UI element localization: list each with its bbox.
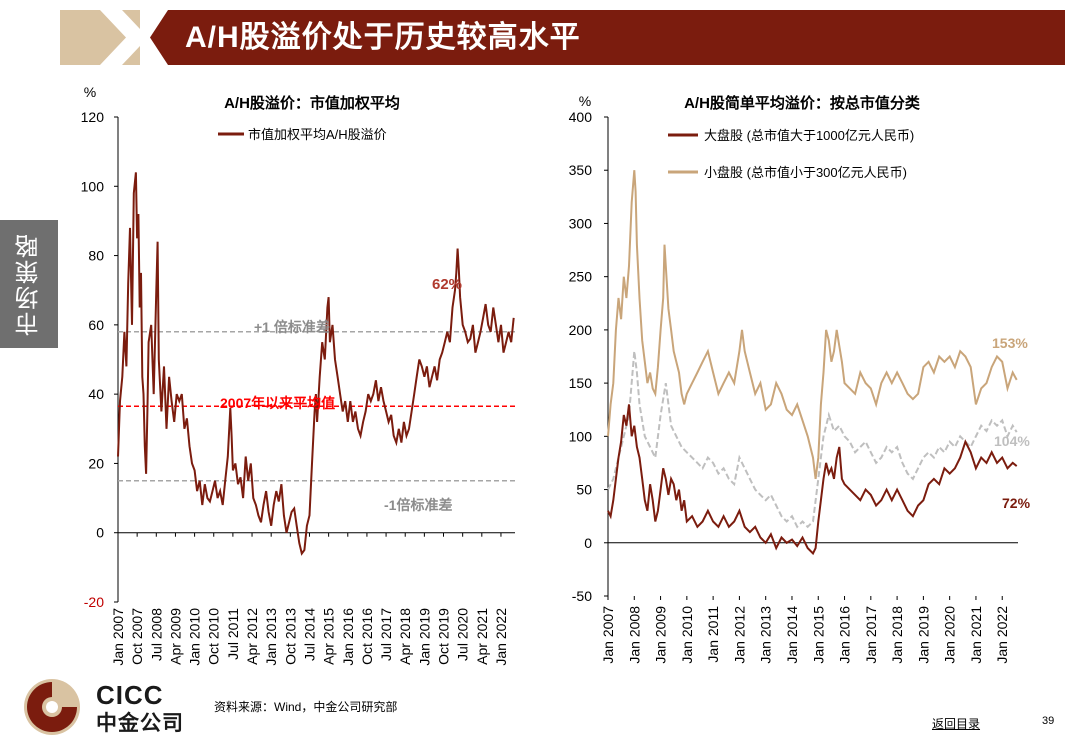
left-x-tick-label: Apr 2012 (244, 608, 260, 665)
right-x-tick-label: Jan 2013 (758, 606, 774, 664)
right-y-tick-label: 350 (569, 162, 593, 178)
left-x-tick-label: Jul 2014 (301, 608, 317, 661)
left-x-tick-label: Jul 2008 (148, 608, 164, 661)
left-legend-label: 市值加权平均A/H股溢价 (248, 127, 387, 142)
right-x-tick-label: Jan 2007 (600, 606, 616, 664)
sidebar-tab[interactable]: 市场策略 (0, 220, 58, 348)
right-legend-label-large: 大盘股 (总市值大于1000亿元人民币) (704, 128, 914, 143)
right-y-ticks: -50 0 50 100 150 200 250 300 350 400 (569, 109, 1018, 604)
left-x-tick-label: Oct 2010 (206, 608, 222, 665)
right-x-tick-label: Jan 2019 (915, 606, 931, 664)
right-x-tick-label: Jan 2009 (653, 606, 669, 664)
left-x-tick-label: Apr 2018 (397, 608, 413, 665)
back-to-contents-link[interactable]: 返回目录 (932, 717, 981, 731)
right-legend-label-small: 小盘股 (总市值小于300亿元人民币) (704, 165, 907, 180)
left-x-tick-label: Jan 2022 (493, 608, 509, 666)
right-x-tick-label: Jan 2014 (784, 606, 800, 664)
right-y-tick-label: 0 (584, 535, 592, 551)
right-x-tick-label: Jan 2020 (942, 606, 958, 664)
left-x-tick-label: Jul 2011 (225, 608, 241, 660)
page-number: 39 (1042, 715, 1055, 727)
right-y-tick-label: -50 (572, 588, 592, 604)
right-chart-ylabel: % (579, 93, 591, 109)
logo-text: CICC (96, 680, 164, 710)
right-y-tick-label: 50 (576, 482, 592, 498)
left-y-tick-label: 20 (88, 455, 104, 471)
left-ref-label-minus1: -1倍标准差 (384, 497, 452, 513)
left-x-tick-label: Oct 2016 (359, 608, 375, 665)
left-reference-lines (118, 331, 515, 482)
right-y-tick-label: 250 (569, 269, 593, 285)
left-x-tick-label: Oct 2013 (282, 608, 298, 665)
left-x-ticks: Jan 2007 Oct 2007 Jul 2008 Apr 2009 Jan 2010… (110, 532, 509, 666)
left-ref-label-mean: 2007年以来平均值 (220, 395, 335, 411)
left-x-tick-label: Oct 2007 (129, 608, 145, 665)
right-x-tick-label: Jan 2015 (810, 606, 826, 664)
right-annotation-72: 72% (1002, 495, 1031, 511)
left-x-tick-label: Jul 2017 (378, 608, 394, 661)
left-x-tick-label: Apr 2021 (474, 608, 490, 665)
right-y-tick-label: 100 (569, 428, 593, 444)
right-y-tick-label: 400 (569, 109, 593, 125)
right-x-tick-label: Jan 2017 (863, 606, 879, 664)
left-y-tick-label: -20 (84, 594, 104, 610)
left-x-tick-label: Apr 2009 (167, 608, 183, 665)
right-series-smallcap-line (607, 170, 1018, 480)
right-x-tick-label: Jan 2022 (994, 606, 1010, 664)
right-x-tick-label: Jan 2012 (731, 606, 747, 664)
right-series-gray-line (607, 351, 1018, 529)
right-annotation-104: 104% (994, 433, 1030, 449)
banner-arrow-icon (100, 10, 148, 65)
left-y-tick-label: 120 (81, 109, 105, 125)
right-y-tick-label: 300 (569, 215, 593, 231)
right-x-tick-label: Jan 2008 (626, 606, 642, 664)
left-x-tick-label: Apr 2015 (321, 608, 337, 665)
right-x-tick-label: Jan 2021 (968, 606, 984, 664)
page-title: A/H股溢价处于历史较高水平 (185, 21, 581, 54)
left-x-tick-label: Jan 2007 (110, 608, 126, 666)
left-y-tick-label: 80 (88, 248, 104, 264)
cicc-logo-icon (24, 679, 80, 735)
right-y-tick-label: 200 (569, 322, 593, 338)
left-x-tick-label: Jan 2010 (187, 608, 203, 666)
left-x-tick-label: Jan 2013 (263, 608, 279, 666)
right-chart: A/H股简单平均溢价：按总市值分类 % -50 0 50 100 150 200 250 30… (569, 93, 1031, 664)
left-x-tick-label: Jan 2016 (340, 608, 356, 666)
logo-cn-text: 中金公司 (96, 712, 184, 735)
left-chart-ylabel: % (84, 84, 96, 100)
left-y-tick-label: 100 (81, 178, 105, 194)
right-chart-title: A/H股简单平均溢价：按总市值分类 (684, 94, 921, 112)
right-x-tick-label: Jan 2010 (679, 606, 695, 664)
left-y-tick-label: 60 (88, 317, 104, 333)
right-annotation-153: 153% (992, 335, 1028, 351)
source-note: 资料来源：Wind，中金公司研究部 (214, 700, 398, 714)
banner (150, 10, 1065, 65)
left-chart-title: A/H股溢价：市值加权平均 (224, 94, 400, 112)
right-y-tick-label: 150 (569, 375, 593, 391)
right-x-ticks: Jan 2007 Jan 2008 Jan 2009 Jan 2010 Jan 2011… (600, 596, 1010, 664)
left-y-tick-label: 40 (88, 386, 104, 402)
left-chart: A/H股溢价：市值加权平均 % -20 0 20 40 60 80 100 120 Jan 2… (81, 84, 515, 666)
left-x-tick-label: Oct 2019 (436, 608, 452, 665)
left-ref-label-plus1: +1 倍标准差 (254, 319, 330, 335)
left-x-tick-label: Jul 2020 (455, 608, 471, 661)
right-x-tick-label: Jan 2016 (837, 606, 853, 664)
right-x-tick-label: Jan 2011 (705, 606, 721, 663)
left-x-tick-label: Jan 2019 (416, 608, 432, 666)
right-series-largecap-line (607, 404, 1018, 556)
left-annotation-62: 62% (432, 276, 462, 293)
left-y-ticks: -20 0 20 40 60 80 100 120 (81, 109, 515, 610)
left-y-tick-label: 0 (96, 525, 104, 541)
right-x-tick-label: Jan 2018 (889, 606, 905, 664)
left-series-line (117, 172, 515, 556)
